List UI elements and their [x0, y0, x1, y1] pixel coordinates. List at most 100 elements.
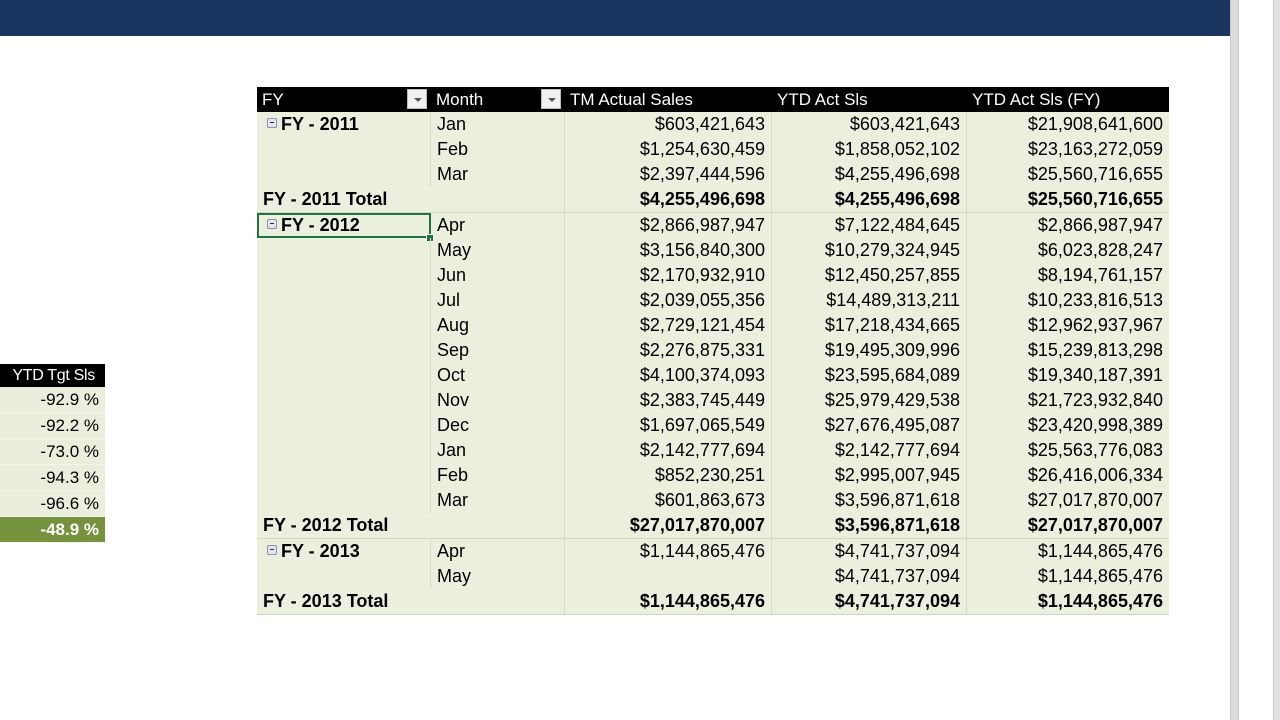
fy-empty-cell[interactable]: [257, 263, 431, 288]
fy-empty-cell[interactable]: [257, 388, 431, 413]
fy-total-label[interactable]: FY - 2013 Total: [263, 591, 389, 611]
ytd-act-sls-fy-cell[interactable]: $12,962,937,967: [1027, 315, 1163, 335]
ytd-act-sls-fy-cell[interactable]: $10,233,816,513: [1027, 290, 1163, 310]
ytd-act-sls-cell[interactable]: $2,142,777,694: [772, 438, 967, 463]
ytd-act-sls-fy-cell[interactable]: $27,017,870,007: [1027, 490, 1163, 510]
tm-actual-sales-cell[interactable]: $1,144,865,476: [565, 539, 772, 564]
fy-empty-cell[interactable]: [257, 162, 431, 187]
tm-actual-sales-cell[interactable]: $3,156,840,300: [565, 238, 772, 263]
month-cell[interactable]: Jun: [431, 263, 565, 288]
ytd-act-sls-fy-cell[interactable]: $1,144,865,476: [1037, 566, 1163, 586]
header-month[interactable]: Month: [431, 87, 565, 112]
ytd-act-sls-cell[interactable]: $603,421,643: [772, 112, 967, 137]
ytd-act-sls-fy-total[interactable]: $1,144,865,476: [1037, 591, 1163, 611]
month-cell[interactable]: Feb: [431, 463, 565, 488]
ytd-act-sls-fy-total[interactable]: $27,017,870,007: [1027, 515, 1163, 535]
tm-actual-sales-cell[interactable]: $603,421,643: [565, 112, 772, 137]
fy-empty-cell[interactable]: [257, 488, 431, 513]
ytd-act-sls-cell[interactable]: $2,995,007,945: [772, 463, 967, 488]
month-cell[interactable]: Mar: [431, 162, 565, 187]
tm-actual-sales-cell[interactable]: [565, 564, 772, 589]
ytd-tgt-sls-value[interactable]: -96.6 %: [0, 491, 105, 517]
tm-actual-sales-cell[interactable]: $2,397,444,596: [565, 162, 772, 187]
tm-actual-sales-total[interactable]: $1,144,865,476: [565, 589, 772, 614]
ytd-act-sls-cell[interactable]: $4,741,737,094: [772, 539, 967, 564]
fy-empty-cell[interactable]: [257, 288, 431, 313]
ytd-act-sls-total[interactable]: $4,255,496,698: [772, 187, 967, 212]
month-empty-cell[interactable]: [431, 513, 565, 538]
tm-actual-sales-cell[interactable]: $1,254,630,459: [565, 137, 772, 162]
month-cell[interactable]: Jan: [431, 112, 565, 137]
month-cell[interactable]: Aug: [431, 313, 565, 338]
tm-actual-sales-cell[interactable]: $601,863,673: [565, 488, 772, 513]
month-cell[interactable]: May: [431, 238, 565, 263]
month-cell[interactable]: Nov: [431, 388, 565, 413]
collapse-icon[interactable]: [267, 545, 277, 556]
month-cell[interactable]: Dec: [431, 413, 565, 438]
header-fy[interactable]: FY: [257, 87, 431, 112]
ytd-act-sls-fy-cell[interactable]: $15,239,813,298: [1027, 340, 1163, 360]
month-cell[interactable]: Feb: [431, 137, 565, 162]
ytd-act-sls-fy-cell[interactable]: $26,416,006,334: [1027, 465, 1163, 485]
ytd-tgt-sls-header[interactable]: YTD Tgt Sls: [0, 364, 105, 387]
tm-actual-sales-total[interactable]: $27,017,870,007: [565, 513, 772, 538]
ytd-act-sls-fy-cell[interactable]: $23,420,998,389: [1027, 415, 1163, 435]
header-tm-actual-sales[interactable]: TM Actual Sales: [570, 90, 693, 109]
header-ytd-act-sls-fy[interactable]: YTD Act Sls (FY): [972, 90, 1101, 109]
tm-actual-sales-cell[interactable]: $2,383,745,449: [565, 388, 772, 413]
ytd-act-sls-cell[interactable]: $27,676,495,087: [772, 413, 967, 438]
tm-actual-sales-cell[interactable]: $2,142,777,694: [565, 438, 772, 463]
fy-total-label[interactable]: FY - 2011 Total: [263, 189, 388, 209]
ytd-act-sls-fy-cell[interactable]: $23,163,272,059: [1027, 139, 1163, 159]
ytd-act-sls-fy-cell[interactable]: $21,908,641,600: [1027, 114, 1163, 134]
ytd-act-sls-total[interactable]: $3,596,871,618: [772, 513, 967, 538]
ytd-act-sls-cell[interactable]: $19,495,309,996: [772, 338, 967, 363]
fy-2011-group[interactable]: FY - 2011: [257, 112, 431, 137]
month-empty-cell[interactable]: [431, 187, 565, 212]
tm-actual-sales-cell[interactable]: $1,697,065,549: [565, 413, 772, 438]
vertical-scrollbar[interactable]: [1230, 0, 1239, 720]
vertical-scrollbar-secondary[interactable]: [1273, 0, 1280, 720]
month-cell[interactable]: Apr: [431, 539, 565, 564]
ytd-act-sls-fy-cell[interactable]: $8,194,761,157: [1037, 265, 1163, 285]
ytd-act-sls-fy-cell[interactable]: $2,866,987,947: [1037, 215, 1163, 235]
ytd-tgt-sls-value[interactable]: -92.9 %: [0, 387, 105, 413]
fy-empty-cell[interactable]: [257, 338, 431, 363]
ytd-act-sls-fy-cell[interactable]: $25,560,716,655: [1027, 164, 1163, 184]
month-cell[interactable]: Apr: [431, 213, 565, 238]
month-cell[interactable]: Sep: [431, 338, 565, 363]
month-cell[interactable]: Jul: [431, 288, 565, 313]
fy-2012-group[interactable]: FY - 2012: [257, 213, 434, 242]
ytd-act-sls-fy-cell[interactable]: $25,563,776,083: [1027, 440, 1163, 460]
tm-actual-sales-cell[interactable]: $2,039,055,356: [565, 288, 772, 313]
fy-empty-cell[interactable]: [257, 313, 431, 338]
ytd-act-sls-fy-cell[interactable]: $6,023,828,247: [1037, 240, 1163, 260]
ytd-act-sls-cell[interactable]: $12,450,257,855: [772, 263, 967, 288]
ytd-act-sls-fy-cell[interactable]: $1,144,865,476: [1037, 541, 1163, 561]
fy-empty-cell[interactable]: [257, 438, 431, 463]
fy-2013-group[interactable]: FY - 2013: [257, 539, 431, 564]
month-empty-cell[interactable]: [431, 589, 565, 614]
ytd-tgt-sls-total[interactable]: -48.9 %: [0, 517, 105, 543]
month-cell[interactable]: Oct: [431, 363, 565, 388]
ytd-act-sls-cell[interactable]: $10,279,324,945: [772, 238, 967, 263]
fy-empty-cell[interactable]: [257, 238, 431, 263]
tm-actual-sales-total[interactable]: $4,255,496,698: [565, 187, 772, 212]
ytd-act-sls-cell[interactable]: $4,255,496,698: [772, 162, 967, 187]
fy-empty-cell[interactable]: [257, 463, 431, 488]
ytd-tgt-sls-value[interactable]: -73.0 %: [0, 439, 105, 465]
tm-actual-sales-cell[interactable]: $2,170,932,910: [565, 263, 772, 288]
ytd-act-sls-cell[interactable]: $4,741,737,094: [772, 564, 967, 589]
fy-empty-cell[interactable]: [257, 564, 431, 589]
ytd-act-sls-total[interactable]: $4,741,737,094: [772, 589, 967, 614]
month-cell[interactable]: Mar: [431, 488, 565, 513]
ytd-act-sls-cell[interactable]: $14,489,313,211: [772, 288, 967, 313]
tm-actual-sales-cell[interactable]: $2,276,875,331: [565, 338, 772, 363]
tm-actual-sales-cell[interactable]: $852,230,251: [565, 463, 772, 488]
ytd-act-sls-cell[interactable]: $1,858,052,102: [772, 137, 967, 162]
month-filter-dropdown-icon[interactable]: [541, 89, 561, 109]
fy-empty-cell[interactable]: [257, 137, 431, 162]
ytd-act-sls-cell[interactable]: $25,979,429,538: [772, 388, 967, 413]
tm-actual-sales-cell[interactable]: $2,866,987,947: [565, 213, 772, 238]
fy-total-label[interactable]: FY - 2012 Total: [263, 515, 389, 535]
